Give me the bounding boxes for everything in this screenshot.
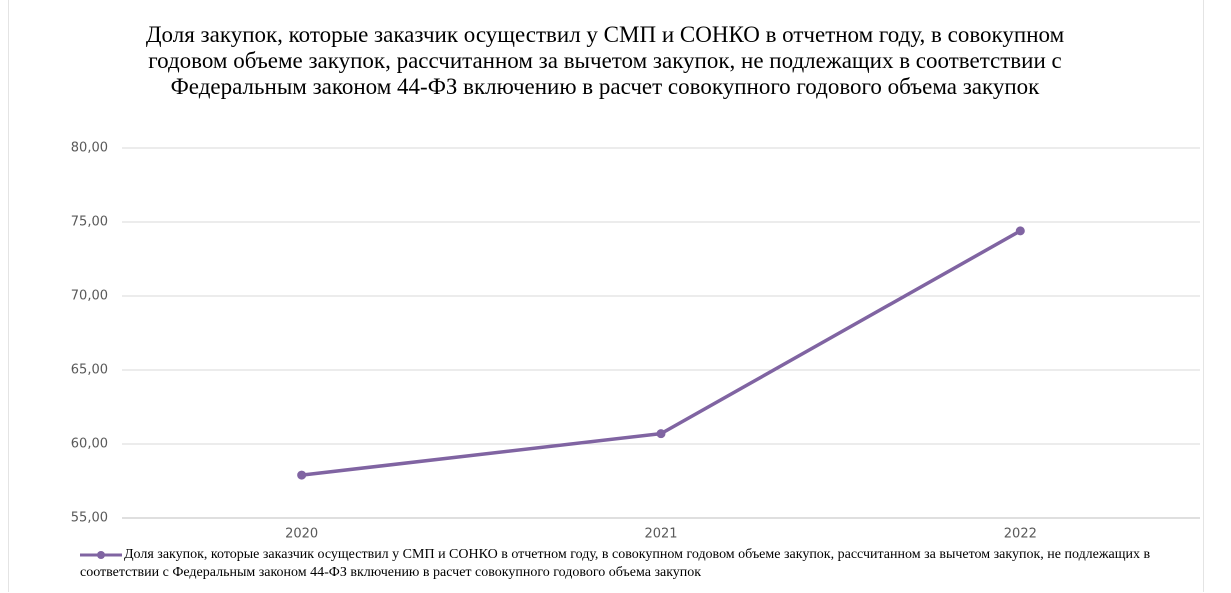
y-tick-label: 65,00 [71,363,108,378]
chart-frame [8,0,1204,592]
x-tick-label: 2020 [285,527,318,542]
line [301,229,1022,477]
y-tick-label: 75,00 [71,215,108,230]
y-tick-label: 60,00 [71,437,108,452]
y-tick-label: 55,00 [71,511,108,526]
legend-label: Доля закупок, которые заказчик осуществи… [80,547,1151,580]
point [297,470,307,480]
legend-point [97,550,105,559]
chart-title: Доля закупок, которые заказчик осуществи… [145,22,1065,99]
x-tick-label: 2022 [1004,527,1037,542]
y-tick-label: 70,00 [71,289,108,304]
legend: Доля закупок, которые заказчик осуществи… [80,546,1190,582]
legend-key [80,550,122,559]
point [656,429,666,439]
x-tick-label: 2021 [644,527,677,542]
point [1015,226,1025,236]
y-tick-label: 80,00 [71,141,108,156]
